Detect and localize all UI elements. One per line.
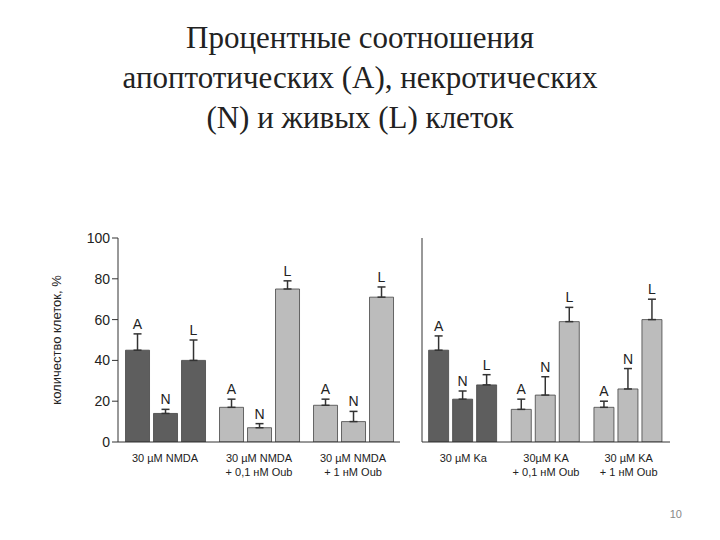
svg-text:N: N [348,393,358,409]
svg-text:30 µM NMDA+ 0,1 нМ Oub: 30 µM NMDA+ 0,1 нМ Oub [226,452,293,478]
svg-text:L: L [483,357,491,373]
svg-text:L: L [378,269,386,285]
svg-text:N: N [623,351,633,367]
svg-text:L: L [565,289,573,305]
svg-text:количество клеток, %: количество клеток, % [49,275,64,405]
svg-text:N: N [458,373,468,389]
html-text:Процентные соотношения апоптот: Процентные соотношения апоптотических (A… [122,20,598,135]
svg-text:40: 40 [94,352,110,368]
svg-text:30 µM KA+ 1 нМ Oub: 30 µM KA+ 1 нМ Oub [600,452,658,478]
svg-text:100: 100 [87,230,111,246]
svg-text:80: 80 [94,271,110,287]
svg-text:A: A [517,381,527,397]
svg-text:A: A [434,318,444,334]
svg-text:60: 60 [94,312,110,328]
svg-text:A: A [321,381,331,397]
svg-text:A: A [599,383,609,399]
svg-text:L: L [648,281,656,297]
svg-text:30µM KA+ 0,1 нМ Oub: 30µM KA+ 0,1 нМ Oub [513,452,580,478]
svg-text:A: A [133,316,143,332]
svg-text:0: 0 [102,434,110,450]
svg-text:30 µM NMDA+ 1 нМ Oub: 30 µM NMDA+ 1 нМ Oub [320,452,387,478]
svg-text:30 µM NMDA: 30 µM NMDA [132,452,199,464]
svg-text:A: A [227,381,237,397]
svg-text:20: 20 [94,393,110,409]
svg-text:L: L [190,322,198,338]
svg-text:N: N [254,406,264,422]
svg-text:L: L [284,263,292,279]
html-text:10: 10 [669,508,682,520]
svg-text:30 µM Ka: 30 µM Ka [440,452,488,464]
svg-text:N: N [540,359,550,375]
svg-text:N: N [160,391,170,407]
